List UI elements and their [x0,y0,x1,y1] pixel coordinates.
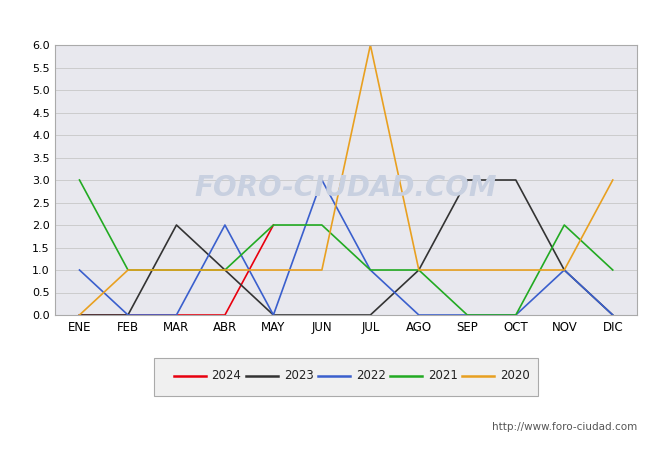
FancyBboxPatch shape [154,358,538,396]
Text: FORO-CIUDAD.COM: FORO-CIUDAD.COM [195,174,497,202]
Text: http://www.foro-ciudad.com: http://www.foro-ciudad.com [492,423,637,432]
Text: 2023: 2023 [283,369,313,382]
Text: 2021: 2021 [428,369,458,382]
Text: Matriculaciones de Vehiculos en Canicosa de la Sierra: Matriculaciones de Vehiculos en Canicosa… [109,11,541,26]
Text: 2022: 2022 [356,369,385,382]
Text: 2020: 2020 [500,369,530,382]
Text: 2024: 2024 [211,369,241,382]
